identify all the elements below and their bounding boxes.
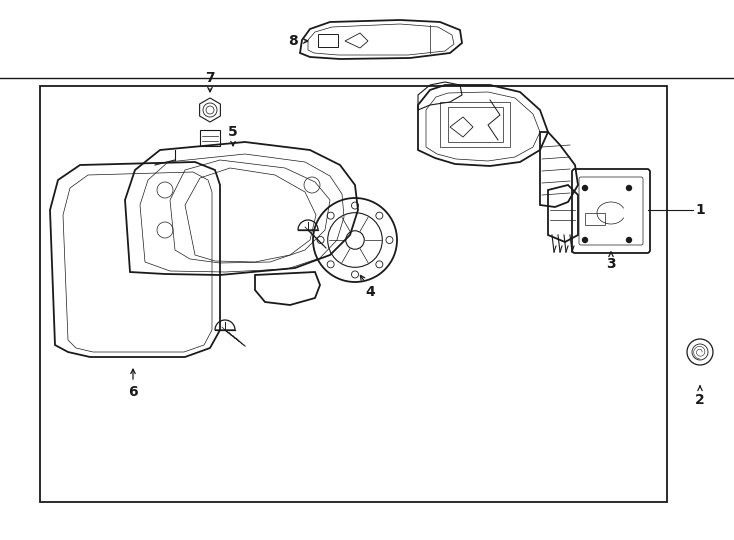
Text: 1: 1 xyxy=(695,203,705,217)
Bar xyxy=(40,86,667,502)
Text: 4: 4 xyxy=(365,285,375,299)
Text: 2: 2 xyxy=(695,393,705,407)
Bar xyxy=(440,102,510,147)
Circle shape xyxy=(627,238,631,242)
Text: 7: 7 xyxy=(206,71,215,85)
Circle shape xyxy=(627,186,631,191)
Bar xyxy=(448,107,503,142)
Text: 5: 5 xyxy=(228,125,238,139)
Circle shape xyxy=(583,238,587,242)
Text: 6: 6 xyxy=(128,385,138,399)
Text: 8: 8 xyxy=(288,34,298,48)
Bar xyxy=(585,213,605,225)
Text: 3: 3 xyxy=(606,257,616,271)
Circle shape xyxy=(583,186,587,191)
Bar xyxy=(318,34,338,47)
